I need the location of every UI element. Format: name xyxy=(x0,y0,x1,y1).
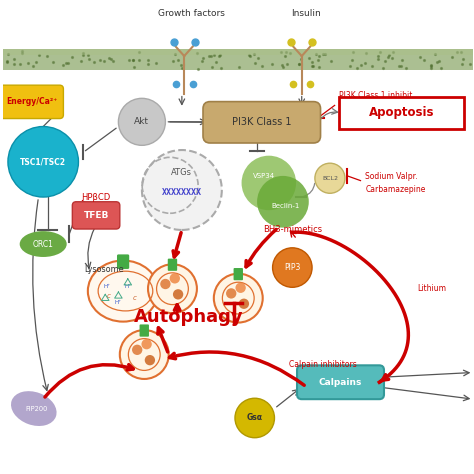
FancyBboxPatch shape xyxy=(203,101,320,143)
Circle shape xyxy=(142,150,222,230)
Text: FIP200: FIP200 xyxy=(25,406,47,411)
FancyBboxPatch shape xyxy=(297,365,384,399)
Circle shape xyxy=(173,289,183,300)
Text: Beclin-1: Beclin-1 xyxy=(271,203,300,210)
Circle shape xyxy=(170,273,180,283)
Ellipse shape xyxy=(88,261,158,322)
Circle shape xyxy=(118,98,165,146)
Circle shape xyxy=(236,283,246,293)
Text: TFEB: TFEB xyxy=(83,211,109,220)
Text: HPβCD: HPβCD xyxy=(81,192,110,201)
Text: Akt: Akt xyxy=(135,118,149,127)
Text: Gsα: Gsα xyxy=(247,413,263,422)
Text: VSP34: VSP34 xyxy=(253,173,275,179)
Circle shape xyxy=(235,398,274,438)
Circle shape xyxy=(8,127,78,197)
Circle shape xyxy=(273,248,312,287)
Ellipse shape xyxy=(11,391,56,426)
Circle shape xyxy=(257,176,309,228)
Text: Apoptosis: Apoptosis xyxy=(369,106,434,119)
Text: Autophagy: Autophagy xyxy=(134,308,244,326)
FancyBboxPatch shape xyxy=(339,97,464,129)
Circle shape xyxy=(315,163,345,193)
Text: Calpains: Calpains xyxy=(319,378,362,387)
Text: Growth factors: Growth factors xyxy=(158,9,225,18)
Circle shape xyxy=(160,279,171,289)
Text: Sodium Valpr.
Carbamazepine: Sodium Valpr. Carbamazepine xyxy=(365,172,426,194)
FancyBboxPatch shape xyxy=(117,255,129,269)
Circle shape xyxy=(132,345,142,355)
Text: XXXXXXXX: XXXXXXXX xyxy=(162,188,202,197)
Text: Calpain inhibitors: Calpain inhibitors xyxy=(289,360,357,369)
Text: BCL2: BCL2 xyxy=(322,176,338,181)
Circle shape xyxy=(226,288,237,299)
Circle shape xyxy=(141,339,152,349)
Text: Insulin: Insulin xyxy=(292,9,321,18)
Circle shape xyxy=(214,273,263,322)
Circle shape xyxy=(120,330,169,379)
Text: PIP3: PIP3 xyxy=(284,263,301,272)
Circle shape xyxy=(242,155,296,210)
Text: ATGs: ATGs xyxy=(172,168,192,177)
FancyBboxPatch shape xyxy=(73,202,120,229)
Text: c: c xyxy=(133,295,137,301)
Text: BH3-mimetics: BH3-mimetics xyxy=(263,226,322,235)
FancyBboxPatch shape xyxy=(3,49,474,70)
Text: Lithium: Lithium xyxy=(417,284,446,293)
Text: c: c xyxy=(107,293,111,299)
FancyBboxPatch shape xyxy=(3,49,474,55)
Text: TSC1/TSC2: TSC1/TSC2 xyxy=(20,157,66,166)
Ellipse shape xyxy=(20,231,67,257)
Text: PI3K Class 1 inhibit.: PI3K Class 1 inhibit. xyxy=(339,91,415,100)
Text: PI3K Class 1: PI3K Class 1 xyxy=(232,117,292,128)
Circle shape xyxy=(148,264,197,313)
FancyBboxPatch shape xyxy=(0,85,64,118)
Text: H⁺: H⁺ xyxy=(103,284,110,289)
FancyBboxPatch shape xyxy=(168,259,177,271)
Text: H⁺: H⁺ xyxy=(115,301,122,305)
Text: ORC1: ORC1 xyxy=(33,239,54,248)
FancyBboxPatch shape xyxy=(234,268,243,280)
Text: H⁺: H⁺ xyxy=(124,284,131,289)
Circle shape xyxy=(145,355,155,365)
Circle shape xyxy=(239,299,249,309)
Text: Energy/Ca²⁺: Energy/Ca²⁺ xyxy=(6,97,57,106)
FancyBboxPatch shape xyxy=(139,324,149,337)
Text: Lysosome: Lysosome xyxy=(84,265,124,274)
